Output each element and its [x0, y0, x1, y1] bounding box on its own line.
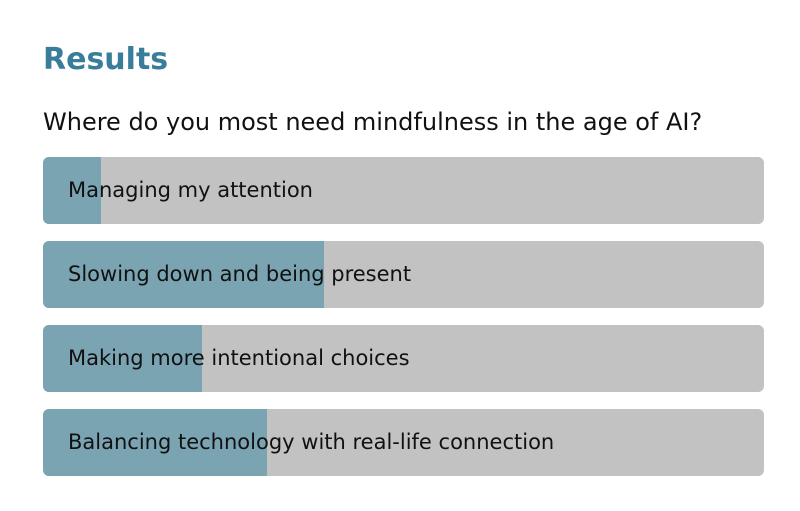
poll-option-present[interactable]: Slowing down and being present [43, 241, 764, 308]
results-title: Results [43, 42, 169, 77]
poll-option-label: Managing my attention [68, 178, 313, 202]
poll-option-label: Slowing down and being present [68, 262, 412, 286]
poll-option-label: Making more intentional choices [68, 346, 410, 370]
result-bar-fill [43, 241, 325, 308]
poll-option-attention[interactable]: Managing my attention [43, 157, 764, 224]
poll-question: Where do you most need mindfulness in th… [43, 108, 703, 136]
poll-results-list: Managing my attention Slowing down and b… [43, 157, 764, 493]
poll-option-label: Balancing technology with real-life conn… [68, 430, 555, 454]
poll-option-choices[interactable]: Making more intentional choices [43, 325, 764, 392]
result-bar-fill [43, 157, 101, 224]
poll-option-balance[interactable]: Balancing technology with real-life conn… [43, 409, 764, 476]
result-bar-fill [43, 325, 202, 392]
result-bar-fill [43, 409, 267, 476]
